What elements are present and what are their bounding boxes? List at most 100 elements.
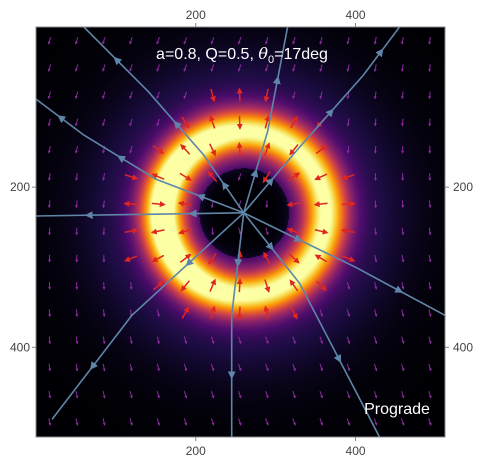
streamline [36, 212, 244, 217]
vector-arrow [47, 173, 51, 181]
vector-arrow [315, 144, 328, 155]
vector-arrow [263, 251, 271, 265]
vector-arrow [47, 145, 51, 154]
vector-arrow [75, 390, 79, 399]
axis-ticks: 200 200 400 400 200 200 400 400 [10, 8, 473, 458]
vector-arrow [181, 306, 190, 319]
vector-arrow [129, 118, 133, 127]
vector-arrow [346, 391, 351, 399]
vector-arrow [265, 37, 269, 45]
vector-arrow [265, 418, 269, 426]
vector-arrow [156, 336, 160, 345]
vector-arrow [102, 64, 106, 72]
vector-arrow [292, 418, 296, 426]
vector-arrow [316, 280, 327, 291]
vector-arrow [152, 145, 165, 155]
vector-arrow [373, 36, 377, 45]
vector-arrow [75, 363, 79, 372]
vector-arrow [156, 118, 160, 127]
vector-arrow [48, 336, 52, 345]
vector-arrow [265, 363, 269, 372]
vector-arrow [262, 170, 271, 184]
vector-arrow [75, 200, 79, 209]
vector-arrow [210, 336, 215, 345]
vector-arrow [374, 309, 378, 317]
vector-arrow [129, 418, 133, 426]
vector-arrow [341, 200, 356, 207]
vector-arrow [292, 91, 296, 100]
vector-arrow [428, 200, 432, 209]
vector-arrow [346, 363, 351, 372]
vector-arrow [183, 64, 188, 72]
x-tick-label-top: 400 [346, 8, 366, 22]
vector-arrow [75, 145, 78, 154]
vector-arrow [346, 145, 350, 154]
streamline [243, 212, 445, 317]
vector-arrow [264, 114, 271, 129]
vector-arrow [237, 64, 242, 72]
vector-arrow [428, 418, 432, 426]
vector-arrow [129, 336, 133, 345]
vector-arrow [75, 336, 79, 345]
title-subscript: 0 [268, 54, 274, 66]
vector-arrow [47, 118, 51, 127]
vector-arrow [156, 64, 160, 72]
vector-arrow [236, 306, 243, 321]
vector-arrow [208, 252, 217, 265]
vector-arrow [373, 336, 378, 345]
streamline-arrowhead [57, 115, 67, 124]
vector-arrow [286, 201, 301, 208]
vector-arrow [102, 390, 106, 399]
vector-arrow [179, 172, 192, 181]
vector-arrow [48, 390, 52, 399]
vector-arrow [156, 37, 160, 45]
streamline-arrowhead [394, 285, 404, 293]
vector-arrow [263, 305, 270, 320]
vector-arrow [401, 309, 405, 317]
x-tick-label-bottom: 400 [346, 444, 366, 458]
vector-arrow [47, 37, 52, 45]
vector-arrow [373, 91, 377, 100]
prograde-label: Prograde [364, 401, 430, 418]
vector-arrow [346, 282, 351, 290]
vector-arrow [346, 118, 350, 127]
vector-arrow [401, 363, 405, 372]
vector-arrow [150, 228, 165, 235]
vector-arrow [209, 278, 216, 292]
vector-arrow [210, 418, 215, 426]
vector-arrow [346, 37, 350, 45]
vector-arrow [265, 336, 269, 345]
vector-arrow [428, 282, 432, 290]
vector-arrow [238, 390, 242, 399]
vector-arrow [342, 255, 356, 262]
vector-arrow [156, 418, 160, 426]
vector-arrow [151, 201, 166, 208]
vector-arrow [74, 64, 79, 72]
vector-arrow [183, 418, 188, 426]
vector-arrow [238, 227, 242, 236]
vector-arrow [374, 282, 378, 290]
vector-arrow [401, 336, 405, 345]
vector-arrow [124, 255, 138, 262]
streamline-arrowhead [265, 177, 274, 187]
vector-arrow [401, 118, 405, 127]
x-tick-label-top: 200 [186, 8, 206, 22]
vector-arrow [428, 309, 432, 317]
vector-arrow [373, 64, 377, 72]
vector-arrow [401, 227, 405, 236]
vector-arrow [374, 227, 378, 236]
vector-arrow [319, 391, 323, 399]
vector-arrow [210, 37, 215, 45]
vector-arrow [286, 227, 301, 235]
vector-arrow [152, 280, 165, 291]
vector-arrow [129, 390, 133, 399]
vector-arrow [236, 141, 243, 156]
vector-arrow [129, 363, 133, 372]
vector-arrow [313, 201, 328, 208]
vector-arrow [209, 143, 217, 157]
vector-arrow [102, 200, 106, 209]
vector-arrow [346, 418, 351, 426]
streamline-arrowhead [375, 48, 384, 58]
vector-arrow [75, 173, 79, 181]
